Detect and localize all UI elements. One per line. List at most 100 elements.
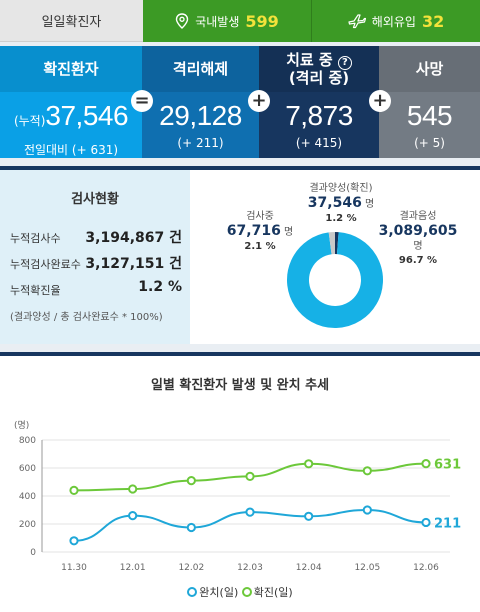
data-point[interactable] — [69, 536, 79, 546]
x-tick-label: 11.30 — [61, 563, 87, 573]
treating-header: 치료 중 ? (격리 중) — [259, 46, 379, 92]
testing-pct: 2.1 % — [244, 241, 276, 252]
data-point[interactable] — [186, 522, 196, 533]
equals-operator: = — [131, 90, 153, 112]
x-tick-label: 12.03 — [237, 563, 263, 573]
positive-value: 37,546 — [307, 195, 362, 211]
donut-slice-negative — [287, 232, 383, 328]
test-row-value: 3,127,151 건 — [85, 256, 182, 272]
confirmed-change: 전일대비 (+ 631) — [23, 143, 119, 157]
testing-unit: 명 — [284, 227, 294, 238]
data-point[interactable] — [304, 459, 314, 469]
x-tick-label: 12.05 — [354, 563, 380, 573]
y-tick-label: 0 — [30, 548, 36, 558]
help-icon[interactable]: ? — [337, 56, 352, 70]
data-point[interactable] — [245, 471, 255, 482]
testing-label-block: 검사중 67,716 명 2.1 % — [224, 210, 296, 254]
data-point[interactable] — [362, 466, 372, 476]
daily-confirmed-strip: 일일확진자 국내발생 599 해외유입 32 — [0, 0, 480, 42]
test-status-panel: 검사현황 누적검사수 3,194,867 건 누적검사완료수 3,127,151… — [0, 166, 480, 344]
data-point[interactable] — [245, 507, 255, 517]
negative-label-block: 결과음성 3,089,605 명 96.7 % — [368, 210, 468, 268]
x-tick-label: 12.04 — [296, 563, 322, 573]
confirmed-title: 확진환자 — [0, 46, 142, 92]
chart-title: 일별 확진환자 발생 및 완치 추세 — [150, 378, 330, 393]
test-result-donut — [287, 232, 383, 328]
data-point[interactable] — [186, 476, 196, 486]
map-pin-icon — [175, 13, 189, 29]
overseas-segment: 해외유입 32 — [311, 0, 480, 42]
data-point[interactable] — [421, 517, 431, 528]
test-row-value: 3,194,867 건 — [85, 230, 182, 246]
positive-unit: 명 — [365, 199, 375, 210]
trend-line-chart: (명) 0 200 400 600 800 11.30 12.01 12.02 12.03 12.0… — [14, 420, 461, 573]
overseas-label: 해외유입 — [371, 14, 416, 29]
test-row-label: 누적검사완료수 — [10, 258, 81, 271]
plus-operator: + — [248, 90, 270, 112]
confirmed-box: 확진환자 (누적)37,546 전일대비 (+ 631) — [0, 46, 142, 158]
data-point[interactable] — [69, 485, 79, 496]
domestic-label: 국내발생 — [195, 14, 240, 29]
data-point[interactable] — [362, 505, 372, 515]
positivity-formula-note: (결과양성 / 총 검사완료수 * 100%) — [10, 312, 163, 323]
negative-value: 3,089,605 — [378, 223, 458, 239]
y-axis-label: (명) — [14, 420, 29, 431]
y-tick-label: 800 — [19, 436, 36, 446]
domestic-segment: 국내발생 599 — [143, 0, 311, 42]
negative-unit: 명 — [413, 241, 423, 252]
legend-confirmed[interactable]: 확진(일) — [241, 586, 293, 599]
legend-marker-recovered — [187, 587, 198, 597]
deaths-value: 545 — [406, 100, 453, 131]
positive-pct: 1.2 % — [325, 213, 357, 224]
stat-boxes: 확진환자 (누적)37,546 전일대비 (+ 631) 격리해제 29,128… — [0, 46, 480, 158]
testing-value: 67,716 — [226, 223, 281, 239]
released-box: 격리해제 29,128 (+ 211) — [142, 46, 259, 158]
data-point[interactable] — [304, 511, 314, 521]
confirmed-value: 37,546 — [45, 100, 129, 131]
data-point[interactable] — [421, 459, 431, 469]
legend-recovered-label: 완치(일) — [199, 586, 239, 599]
end-value-label: 211 — [434, 516, 461, 531]
deaths-box: 사망 545 (+ 5) — [379, 46, 480, 158]
treating-value: 7,873 — [285, 100, 353, 131]
confirmed-prefix: (누적) — [13, 114, 46, 128]
x-tick-label: 12.01 — [120, 563, 146, 573]
negative-pct: 96.7 % — [398, 255, 438, 266]
y-tick-label: 600 — [19, 464, 36, 474]
x-tick-label: 12.02 — [178, 563, 204, 573]
overseas-value: 32 — [421, 11, 445, 31]
domestic-value: 599 — [245, 11, 279, 31]
released-title: 격리해제 — [142, 46, 259, 92]
positive-label-block: 결과양성(확진) 37,546 명 1.2 % — [296, 182, 386, 226]
positive-label: 결과양성(확진) — [309, 183, 373, 194]
x-tick-label: 12.06 — [413, 563, 439, 573]
released-value: 29,128 — [159, 100, 242, 131]
treating-change: (+ 415) — [295, 136, 343, 150]
legend-confirmed-label: 확진(일) — [253, 586, 293, 599]
chart-legend: 완치(일) 확진(일) — [0, 584, 480, 600]
test-row-label: 누적확진율 — [10, 284, 61, 297]
plus-operator: + — [369, 90, 391, 112]
y-tick-label: 200 — [19, 520, 36, 530]
negative-label: 결과음성 — [399, 211, 437, 222]
data-point[interactable] — [128, 511, 138, 521]
end-value-label: 631 — [434, 458, 461, 473]
treating-subtitle: (격리 중) — [288, 69, 350, 87]
test-status-title: 검사현황 — [71, 192, 119, 207]
treating-title: 치료 중 — [286, 51, 333, 69]
deaths-title: 사망 — [379, 46, 480, 92]
treating-box: 치료 중 ? (격리 중) 7,873 (+ 415) — [259, 46, 379, 158]
released-change: (+ 211) — [177, 136, 224, 150]
test-row-value: 1.2 % — [138, 279, 182, 295]
airplane-icon — [348, 13, 366, 29]
daily-confirmed-label: 일일확진자 — [0, 0, 143, 42]
trend-chart-panel: 일별 확진환자 발생 및 완치 추세 (명) 0 200 400 600 800 11.30… — [0, 352, 480, 612]
legend-marker-confirmed — [241, 587, 252, 597]
test-row-label: 누적검사수 — [10, 232, 61, 245]
test-summary: 검사현황 누적검사수 3,194,867 건 누적검사완료수 3,127,151… — [0, 170, 190, 344]
deaths-change: (+ 5) — [414, 136, 445, 150]
legend-recovered[interactable]: 완치(일) — [187, 586, 238, 599]
y-tick-label: 400 — [19, 492, 36, 502]
data-point[interactable] — [128, 484, 138, 494]
